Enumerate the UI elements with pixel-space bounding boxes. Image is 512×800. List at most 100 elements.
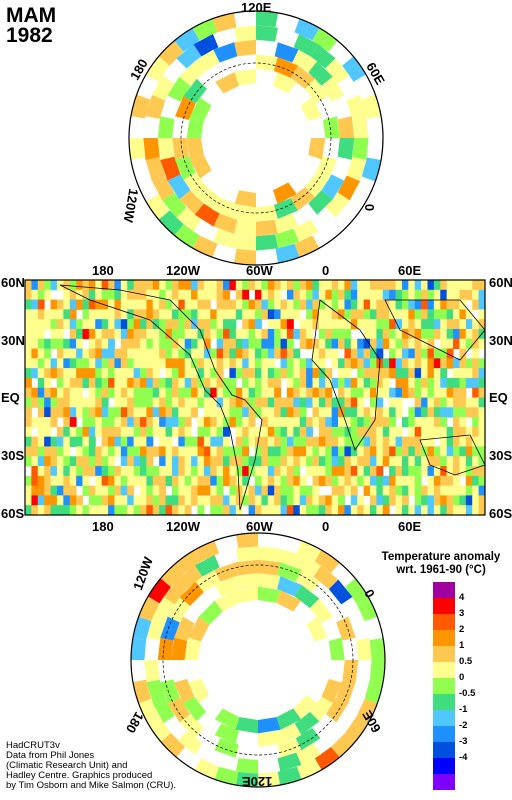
anomaly-cell — [395, 475, 403, 487]
anomaly-cell — [376, 456, 384, 467]
anomaly-cell — [69, 368, 77, 379]
anomaly-cell — [88, 328, 96, 340]
anomaly-cell — [50, 505, 58, 516]
anomaly-cell — [223, 426, 230, 438]
anomaly-cell — [120, 387, 128, 398]
anomaly-cell — [299, 299, 307, 310]
anomaly-cell — [274, 299, 282, 310]
anomaly-cell — [210, 426, 218, 438]
anomaly-cell — [459, 456, 467, 467]
anomaly-cell — [280, 328, 288, 340]
anomaly-cell — [216, 358, 224, 369]
anomaly-cell — [433, 358, 441, 369]
anomaly-cell — [255, 475, 262, 487]
anomaly-cell — [212, 228, 237, 249]
anomaly-cell — [440, 436, 448, 447]
anomaly-cell — [286, 328, 294, 340]
anomaly-cell — [37, 397, 45, 408]
anomaly-cell — [229, 299, 237, 310]
anomaly-cell — [76, 348, 83, 359]
year-title: 1982 — [6, 24, 53, 47]
anomaly-cell — [76, 436, 83, 447]
anomaly-cell — [69, 485, 77, 496]
anomaly-cell — [108, 426, 115, 438]
anomaly-cell — [44, 358, 52, 369]
anomaly-cell — [286, 358, 294, 369]
anomaly-cell — [31, 436, 39, 447]
anomaly-cell — [178, 446, 186, 457]
anomaly-cell — [331, 309, 339, 320]
anomaly-cell — [108, 338, 115, 350]
anomaly-cell — [69, 505, 77, 516]
anomaly-cell — [280, 348, 288, 359]
anomaly-cell — [370, 446, 377, 457]
anomaly-cell — [312, 417, 320, 428]
anomaly-cell — [25, 348, 32, 359]
anomaly-cell — [50, 495, 58, 506]
anomaly-cell — [274, 417, 282, 428]
anomaly-cell — [31, 456, 39, 467]
anomaly-cell — [350, 485, 358, 496]
anomaly-cell — [427, 338, 435, 350]
anomaly-cell — [120, 377, 128, 389]
world-frame — [24, 279, 486, 516]
anomaly-cell — [171, 446, 179, 457]
anomaly-cell — [223, 358, 230, 369]
anomaly-cell — [95, 328, 103, 340]
anomaly-cell — [280, 426, 288, 438]
anomaly-cell — [248, 377, 256, 389]
anomaly-cell — [25, 309, 32, 320]
anomaly-cell — [350, 280, 358, 291]
anomaly-cell — [376, 446, 384, 457]
anomaly-cell — [382, 446, 390, 457]
anomaly-cell — [248, 426, 256, 438]
anomaly-cell — [127, 358, 135, 369]
anomaly-cell — [212, 12, 237, 33]
anomaly-cell — [465, 466, 473, 477]
anomaly-cell — [216, 289, 224, 301]
anomaly-cell — [440, 456, 448, 467]
anomaly-cell — [63, 436, 71, 447]
anomaly-cell — [120, 280, 128, 291]
anomaly-cell — [171, 358, 179, 369]
anomaly-cell — [95, 407, 103, 418]
anomaly-cell — [427, 485, 435, 496]
anomaly-cell — [210, 280, 218, 291]
anomaly-cell — [114, 289, 122, 301]
anomaly-cell — [427, 328, 435, 340]
anomaly-cell — [165, 456, 173, 467]
anomaly-cell — [37, 485, 45, 496]
anomaly-cell — [338, 338, 345, 350]
anomaly-cell — [144, 660, 160, 683]
anomaly-cell — [274, 377, 282, 389]
anomaly-cell — [214, 562, 239, 582]
anomaly-cell — [338, 436, 345, 447]
anomaly-cell — [129, 138, 146, 161]
anomaly-cell — [188, 678, 210, 704]
anomaly-cell — [114, 280, 122, 291]
anomaly-cell — [178, 417, 186, 428]
anomaly-cell — [216, 338, 224, 350]
anomaly-cell — [350, 495, 358, 506]
anomaly-cell — [175, 155, 196, 180]
anomaly-cell — [328, 637, 345, 660]
anomaly-cell — [127, 328, 135, 340]
anomaly-cell — [82, 377, 90, 389]
anomaly-cell — [401, 309, 409, 320]
anomaly-cell — [453, 436, 460, 447]
anomaly-cell — [31, 299, 39, 310]
anomaly-cell — [325, 299, 333, 310]
anomaly-cell — [255, 456, 262, 467]
anomaly-cell — [242, 387, 250, 398]
anomaly-cell — [31, 328, 39, 340]
anomaly-cell — [318, 377, 326, 389]
anomaly-cell — [146, 475, 154, 487]
anomaly-cell — [56, 407, 64, 418]
anomaly-cell — [152, 387, 160, 398]
anomaly-cell — [235, 475, 243, 487]
anomaly-cell — [203, 299, 211, 310]
anomaly-cell — [421, 299, 428, 310]
anomaly-cell — [421, 505, 428, 516]
anomaly-cell — [318, 309, 326, 320]
anomaly-cell — [195, 569, 221, 593]
